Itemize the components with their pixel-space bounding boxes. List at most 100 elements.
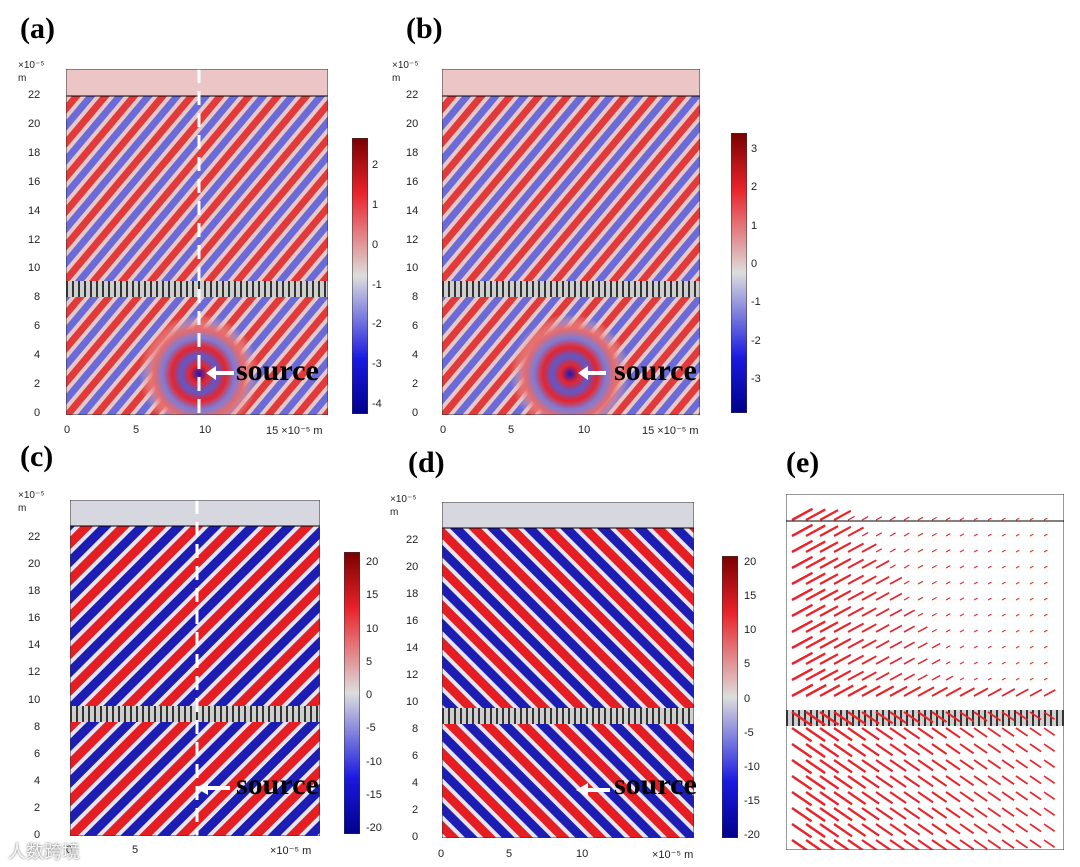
field-vector-arrow bbox=[903, 775, 921, 788]
panel-c-colorbar bbox=[344, 552, 360, 834]
panel-d-source-label: source bbox=[614, 768, 697, 801]
y-tick-label: 0 bbox=[34, 407, 41, 419]
field-vector-arrow bbox=[959, 839, 975, 850]
field-vector-arrow bbox=[889, 759, 907, 772]
field-vector-arrow bbox=[861, 559, 877, 569]
field-vector-arrow bbox=[987, 661, 992, 665]
field-vector-arrow bbox=[791, 774, 813, 791]
colorbar-tick-label: 0 bbox=[751, 258, 758, 270]
field-vector-arrow bbox=[903, 516, 910, 521]
field-vector-arrow bbox=[1029, 661, 1034, 665]
field-vector-arrow bbox=[1001, 597, 1006, 601]
field-vector-arrow bbox=[805, 524, 826, 538]
field-vector-arrow bbox=[833, 727, 853, 742]
field-vector-arrow bbox=[931, 580, 937, 585]
field-vector-arrow bbox=[875, 608, 890, 617]
y-tick-label: 22 bbox=[406, 534, 419, 546]
field-vector-arrow bbox=[889, 823, 907, 836]
field-vector-arrow bbox=[861, 807, 880, 821]
field-vector-arrow bbox=[1029, 549, 1034, 553]
field-vector-arrow bbox=[889, 727, 907, 740]
field-vector-arrow bbox=[875, 807, 894, 821]
y-tick-label: 16 bbox=[28, 175, 41, 188]
field-vector-arrow bbox=[875, 839, 893, 850]
colorbar-tick-label: -15 bbox=[366, 788, 382, 801]
field-vector-arrow bbox=[1043, 727, 1056, 736]
field-vector-arrow bbox=[1001, 581, 1006, 585]
y-tick-label: 0 bbox=[34, 829, 41, 841]
field-vector-arrow bbox=[1015, 597, 1020, 601]
field-vector-arrow bbox=[819, 637, 839, 649]
field-vector-arrow bbox=[889, 672, 903, 681]
y-tick-label: 6 bbox=[34, 320, 41, 333]
colorbar-tick-label: 0 bbox=[372, 238, 379, 251]
field-vector-arrow bbox=[819, 589, 839, 601]
field-vector-arrow bbox=[1015, 549, 1020, 553]
field-vector-arrow bbox=[931, 743, 948, 755]
field-vector-arrow bbox=[833, 573, 852, 585]
field-vector-arrow bbox=[833, 711, 853, 726]
field-vector-arrow bbox=[889, 608, 903, 617]
field-vector-arrow bbox=[791, 507, 814, 522]
field-vector-arrow bbox=[973, 727, 988, 738]
field-vector-arrow bbox=[833, 557, 852, 569]
field-vector-arrow bbox=[819, 509, 839, 521]
field-vector-arrow bbox=[1043, 597, 1048, 601]
field-vector-arrow bbox=[805, 588, 826, 602]
field-vector-arrow bbox=[875, 560, 890, 569]
field-vector-arrow bbox=[1001, 613, 1006, 617]
field-vector-arrow bbox=[1029, 823, 1042, 833]
field-vector-arrow bbox=[917, 642, 928, 649]
field-vector-arrow bbox=[945, 839, 961, 850]
field-vector-arrow bbox=[819, 557, 839, 569]
field-vector-arrow bbox=[917, 596, 924, 601]
field-vector-arrow bbox=[819, 525, 839, 537]
field-vector-arrow bbox=[819, 541, 839, 553]
field-vector-arrow bbox=[959, 807, 975, 819]
field-vector-arrow bbox=[1015, 613, 1020, 617]
field-vector-arrow bbox=[819, 727, 840, 742]
field-vector-arrow bbox=[973, 823, 988, 834]
field-vector-arrow bbox=[903, 759, 921, 772]
field-vector-arrow bbox=[1015, 839, 1029, 849]
field-vector-arrow bbox=[889, 775, 907, 788]
field-vector-arrow bbox=[945, 823, 961, 835]
field-vector-arrow bbox=[1043, 613, 1048, 617]
field-vector-arrow bbox=[945, 711, 961, 723]
panel-e-label: (e) bbox=[786, 446, 820, 479]
field-vector-arrow bbox=[791, 758, 813, 775]
panel-b-yunit: ×10⁻⁵ bbox=[392, 60, 419, 71]
field-vector-arrow bbox=[1029, 688, 1043, 697]
field-vector-arrow bbox=[1015, 823, 1029, 833]
field-vector-arrow bbox=[945, 517, 951, 521]
colorbar-tick-label: 1 bbox=[372, 198, 379, 211]
panel-a-source-label: source bbox=[236, 354, 319, 387]
field-vector-arrow bbox=[1043, 839, 1056, 848]
colorbar-tick-label: -3 bbox=[372, 358, 382, 371]
field-vector-arrow bbox=[931, 807, 948, 819]
field-vector-arrow bbox=[833, 589, 852, 601]
field-vector-arrow bbox=[903, 711, 921, 724]
field-vector-arrow bbox=[1043, 645, 1048, 649]
field-vector-arrow bbox=[791, 619, 814, 634]
field-vector-arrow bbox=[791, 710, 813, 727]
colorbar-tick-label: -3 bbox=[751, 373, 761, 385]
y-tick-label: 14 bbox=[406, 204, 419, 217]
field-vector-arrow bbox=[875, 672, 890, 681]
field-vector-arrow bbox=[931, 674, 941, 681]
field-vector-arrow bbox=[1015, 807, 1029, 817]
field-vector-arrow bbox=[889, 516, 896, 521]
field-vector-arrow bbox=[917, 564, 924, 569]
panel-d-colorbar bbox=[722, 556, 738, 838]
field-vector-arrow bbox=[1001, 807, 1015, 818]
field-vector-arrow bbox=[805, 838, 823, 850]
field-vector-arrow bbox=[833, 743, 853, 758]
field-vector-arrow bbox=[805, 822, 826, 839]
field-vector-arrow bbox=[959, 565, 965, 569]
panel-a-yunit: ×10⁻⁵ bbox=[18, 60, 45, 71]
field-vector-arrow bbox=[847, 823, 867, 837]
y-tick-label: 4 bbox=[412, 777, 419, 789]
field-vector-arrow bbox=[1001, 517, 1006, 521]
field-vector-arrow bbox=[903, 791, 921, 804]
field-vector-arrow bbox=[945, 533, 951, 537]
